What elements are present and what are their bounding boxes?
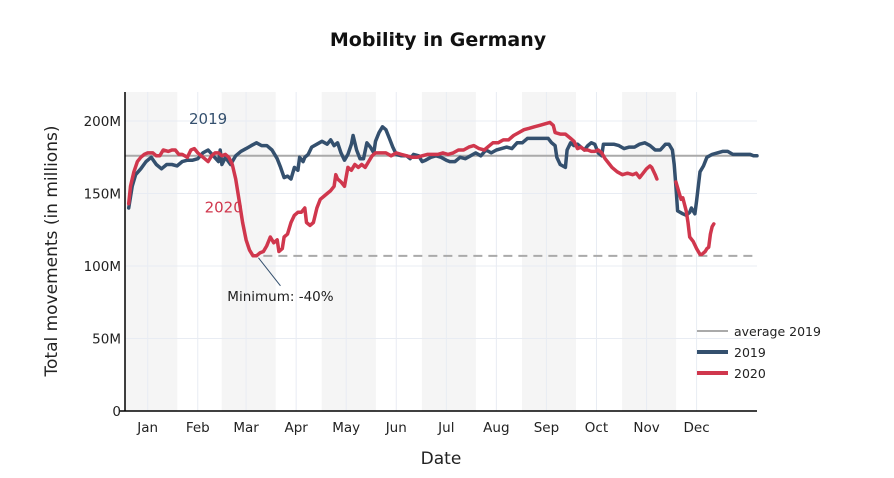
x-tick-label: Feb: [186, 420, 210, 436]
y-tick-label: 50M: [92, 332, 121, 348]
x-tick-label: May: [332, 420, 360, 436]
x-tick-label: Dec: [684, 420, 710, 436]
x-tick-label: Mar: [233, 420, 259, 436]
x-tick-label: Aug: [483, 420, 509, 436]
series-line-2020-december: [674, 180, 716, 257]
annotation-text: Minimum: -40%: [227, 289, 333, 305]
x-tick-label: Sep: [534, 420, 559, 436]
line-labels: 2019 2020: [189, 110, 243, 216]
y-tick-label: 100M: [84, 259, 121, 275]
y-tick-label: 150M: [84, 187, 121, 203]
x-axis-title: Date: [421, 449, 462, 469]
x-tick-labels: Jan Feb Mar Apr May Jun Jul Aug Sep Oct Nov Dec: [136, 420, 709, 436]
chart-title: Mobility in Germany: [330, 29, 547, 51]
shaded-band: [521, 92, 577, 411]
x-tick-label: Apr: [284, 420, 308, 436]
series-line-2019: [126, 125, 759, 218]
shaded-band: [622, 92, 677, 411]
shaded-bands: [125, 92, 677, 411]
series-line-2020: [126, 120, 659, 258]
legend-label: average 2019: [734, 324, 821, 339]
y-tick-label: 0: [112, 404, 121, 420]
legend-label: 2020: [734, 366, 766, 381]
x-tick-label: Jun: [385, 420, 407, 436]
shaded-band: [421, 92, 476, 411]
line-label-2020: 2020: [205, 198, 243, 216]
annotations: Minimum: -40%: [227, 257, 334, 305]
x-tick-label: Oct: [585, 420, 608, 436]
line-label-2019: 2019: [189, 110, 227, 128]
y-tick-label: 200M: [84, 114, 121, 130]
annotation-arrow: [258, 257, 281, 287]
x-tick-label: Jan: [136, 420, 158, 436]
axes: [120, 92, 757, 412]
series-lines: [126, 120, 759, 258]
x-tick-label: Nov: [633, 420, 659, 436]
legend: average 2019 2019 2020: [697, 324, 821, 381]
shaded-band: [125, 92, 178, 411]
y-axis-title: Total movements (in millions): [42, 126, 62, 378]
x-tick-label: Jul: [437, 420, 454, 436]
y-tick-labels: 0 50M 100M 150M 200M: [84, 114, 121, 420]
legend-label: 2019: [734, 345, 766, 360]
